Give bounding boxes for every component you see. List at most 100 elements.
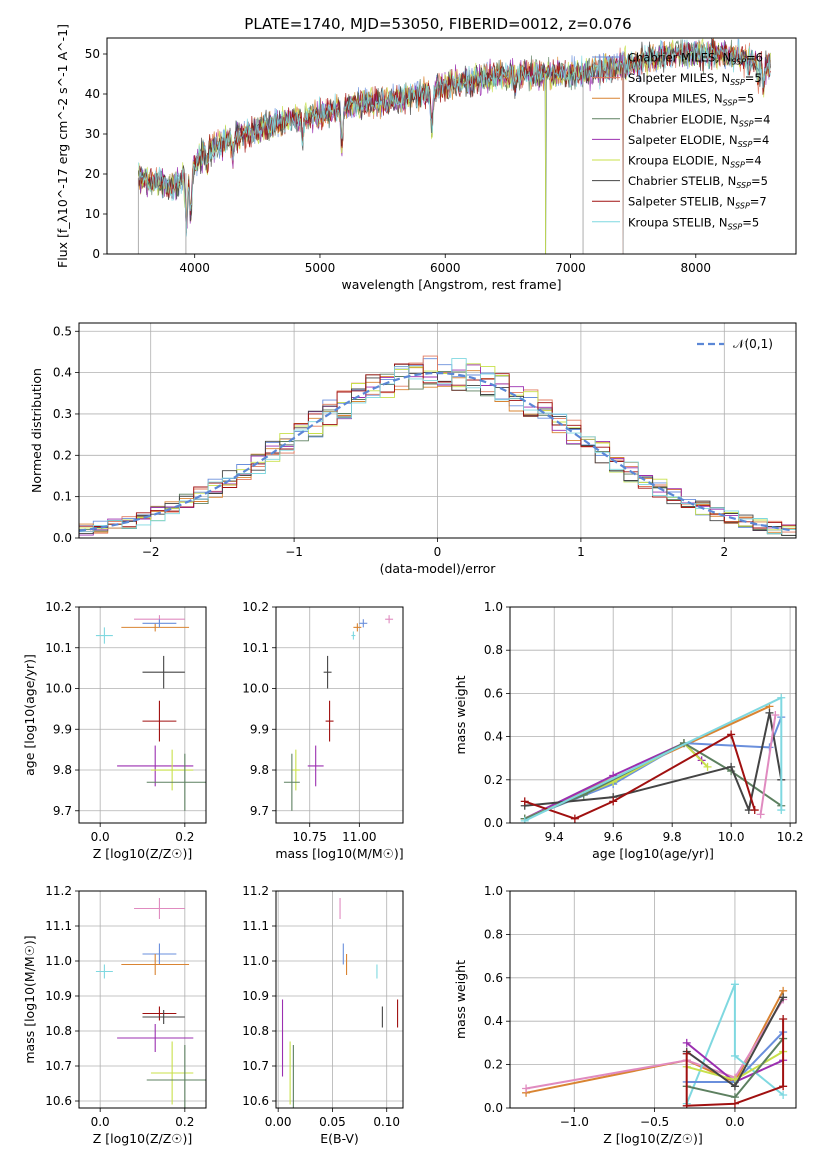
legend-label: Salpeter STELIB, NSSP=7 (628, 195, 767, 211)
chart-mass_weight_vs_Z: −1.0 −0.5 0.0 0.0 0.2 0.4 0.6 0.8 1.0 Z [log10(Z/… (453, 884, 797, 1146)
x-tick-label: 0.0 (91, 1115, 110, 1129)
x-tick-label: 0.0 (91, 830, 110, 844)
weight-line-pink (759, 714, 777, 815)
chart-mass_weight_vs_age: 9.4 9.6 9.8 10.0 10.2 0.0 0.2 0.4 0.6 0.8 1.0 age [… (453, 600, 803, 861)
legend-value: =4 (752, 133, 769, 147)
legend: Chabrier MILES, NSSP=6 Salpeter MILES, NS… (592, 51, 770, 231)
x-axis-label: Z [log10(Z/Z☉)] (93, 1131, 193, 1146)
x-tick-label: −0.5 (640, 1115, 669, 1129)
weight-line-kroupa_stelib (524, 696, 783, 822)
axes-frame (509, 890, 797, 1109)
y-tick-label: 0.0 (484, 1101, 503, 1115)
x-tick-label: 10.2 (777, 830, 804, 844)
y-axis-label: mass [log10(M/M☉)] (22, 935, 37, 1063)
legend-label: Salpeter MILES, NSSP=5 (628, 71, 762, 87)
plot-area (522, 980, 788, 1108)
x-tick-label: 6000 (430, 261, 461, 275)
y-tick-label: 30 (85, 127, 100, 141)
y-tick-label: 0 (92, 247, 100, 261)
series-line-kroupa_stelib (137, 39, 771, 237)
weight-line-chabrier_stelib (524, 711, 783, 811)
y-tick-label: 10.7 (45, 1059, 72, 1073)
legend-label: Chabrier MILES, NSSP=6 (628, 51, 763, 67)
legend-label: Chabrier ELODIE, NSSP=4 (628, 112, 770, 128)
y-tick-label: 9.8 (53, 763, 72, 777)
plot-area (79, 355, 796, 537)
y-tick-label: 0.4 (484, 1014, 503, 1028)
weight-marker (777, 693, 786, 702)
weight-marker (771, 711, 780, 719)
weight-line-kroupa_miles (525, 990, 784, 1094)
legend-value: =6 (746, 51, 763, 65)
weight-marker (730, 1082, 739, 1091)
y-axis-label: Normed distribution (29, 368, 44, 493)
weight-line-kroupa_stelib (685, 983, 784, 1105)
weight-marker (682, 1101, 691, 1108)
axes-frame (275, 606, 404, 824)
plot-area (520, 693, 786, 823)
weight-marker (777, 806, 786, 815)
x-tick-label: 5000 (305, 261, 336, 275)
legend-value: =5 (742, 215, 759, 229)
weight-marker (609, 797, 618, 806)
legend-label: 𝒩(0,1) (733, 337, 773, 351)
weight-marker (779, 993, 788, 1002)
x-tick-label: 7000 (555, 261, 586, 275)
y-tick-label: 10.0 (242, 682, 269, 696)
chart-age_vs_mass: 10.75 11.00 9.7 9.8 9.9 10.0 10.1 10.2 mass [log… (242, 600, 403, 861)
legend-subscript: SSP (735, 202, 750, 211)
y-tick-label: 10 (85, 207, 100, 221)
x-tick-label: 0.2 (175, 1115, 194, 1129)
y-tick-label: 1.0 (484, 884, 503, 898)
plot-area (95, 898, 206, 1108)
weight-marker (522, 1084, 531, 1093)
chart-mass_vs_Z: 0.0 0.2 10.6 10.7 10.8 10.9 11.0 11.1 11.2 Z [log… (22, 884, 207, 1146)
plot-area (95, 615, 206, 811)
plot-area (137, 38, 771, 254)
x-tick-label: 10.0 (718, 830, 745, 844)
x-tick-label: 0.2 (175, 830, 194, 844)
x-tick-label: 9.8 (663, 830, 682, 844)
normal-reference-curve (79, 372, 794, 532)
weight-marker (730, 1099, 739, 1108)
legend: 𝒩(0,1) (697, 337, 773, 351)
x-tick-label: −1.0 (560, 1115, 589, 1129)
weight-marker (682, 1038, 691, 1047)
weight-marker (730, 1051, 739, 1060)
y-tick-label: 11.0 (242, 954, 269, 968)
x-tick-label: −1 (285, 545, 303, 559)
weight-marker (750, 806, 759, 815)
legend-subscript: SSP (730, 78, 745, 87)
legend-subscript: SSP (739, 119, 754, 128)
legend-label: Kroupa STELIB, NSSP=5 (628, 215, 759, 231)
y-tick-label: 9.7 (53, 804, 72, 818)
y-tick-label: 0.6 (484, 971, 503, 985)
y-axis-label: mass weight (453, 960, 468, 1039)
y-tick-label: 9.8 (250, 763, 269, 777)
legend-label: Kroupa ELODIE, NSSP=4 (628, 154, 762, 170)
x-axis-label: Z [log10(Z/Z☉)] (93, 846, 193, 861)
legend-label: Kroupa MILES, NSSP=5 (628, 92, 754, 108)
x-tick-label: 0.10 (373, 1115, 400, 1129)
histogram-series (79, 367, 796, 533)
y-tick-label: 10.2 (242, 600, 269, 614)
x-tick-label: 11.00 (342, 830, 376, 844)
y-tick-label: 0.0 (53, 531, 72, 545)
y-tick-label: 9.7 (250, 804, 269, 818)
axes-frame (78, 890, 207, 1109)
legend-value: =7 (750, 195, 767, 209)
weight-marker (730, 980, 739, 989)
x-axis-label: E(B-V) (320, 1131, 359, 1146)
legend-subscript: SSP (728, 222, 743, 231)
axes-frame (509, 606, 797, 824)
x-tick-label: 0.05 (319, 1115, 346, 1129)
y-tick-label: 10.9 (242, 989, 269, 1003)
y-tick-label: 10.1 (45, 641, 72, 655)
legend-subscript: SSP (730, 161, 745, 170)
weight-marker (520, 816, 529, 823)
y-axis-label: age [log10(age/yr)] (22, 654, 37, 776)
y-axis-label: mass weight (453, 675, 468, 754)
weight-marker (779, 1082, 788, 1091)
series-line-salpeter_elodie (137, 40, 771, 229)
